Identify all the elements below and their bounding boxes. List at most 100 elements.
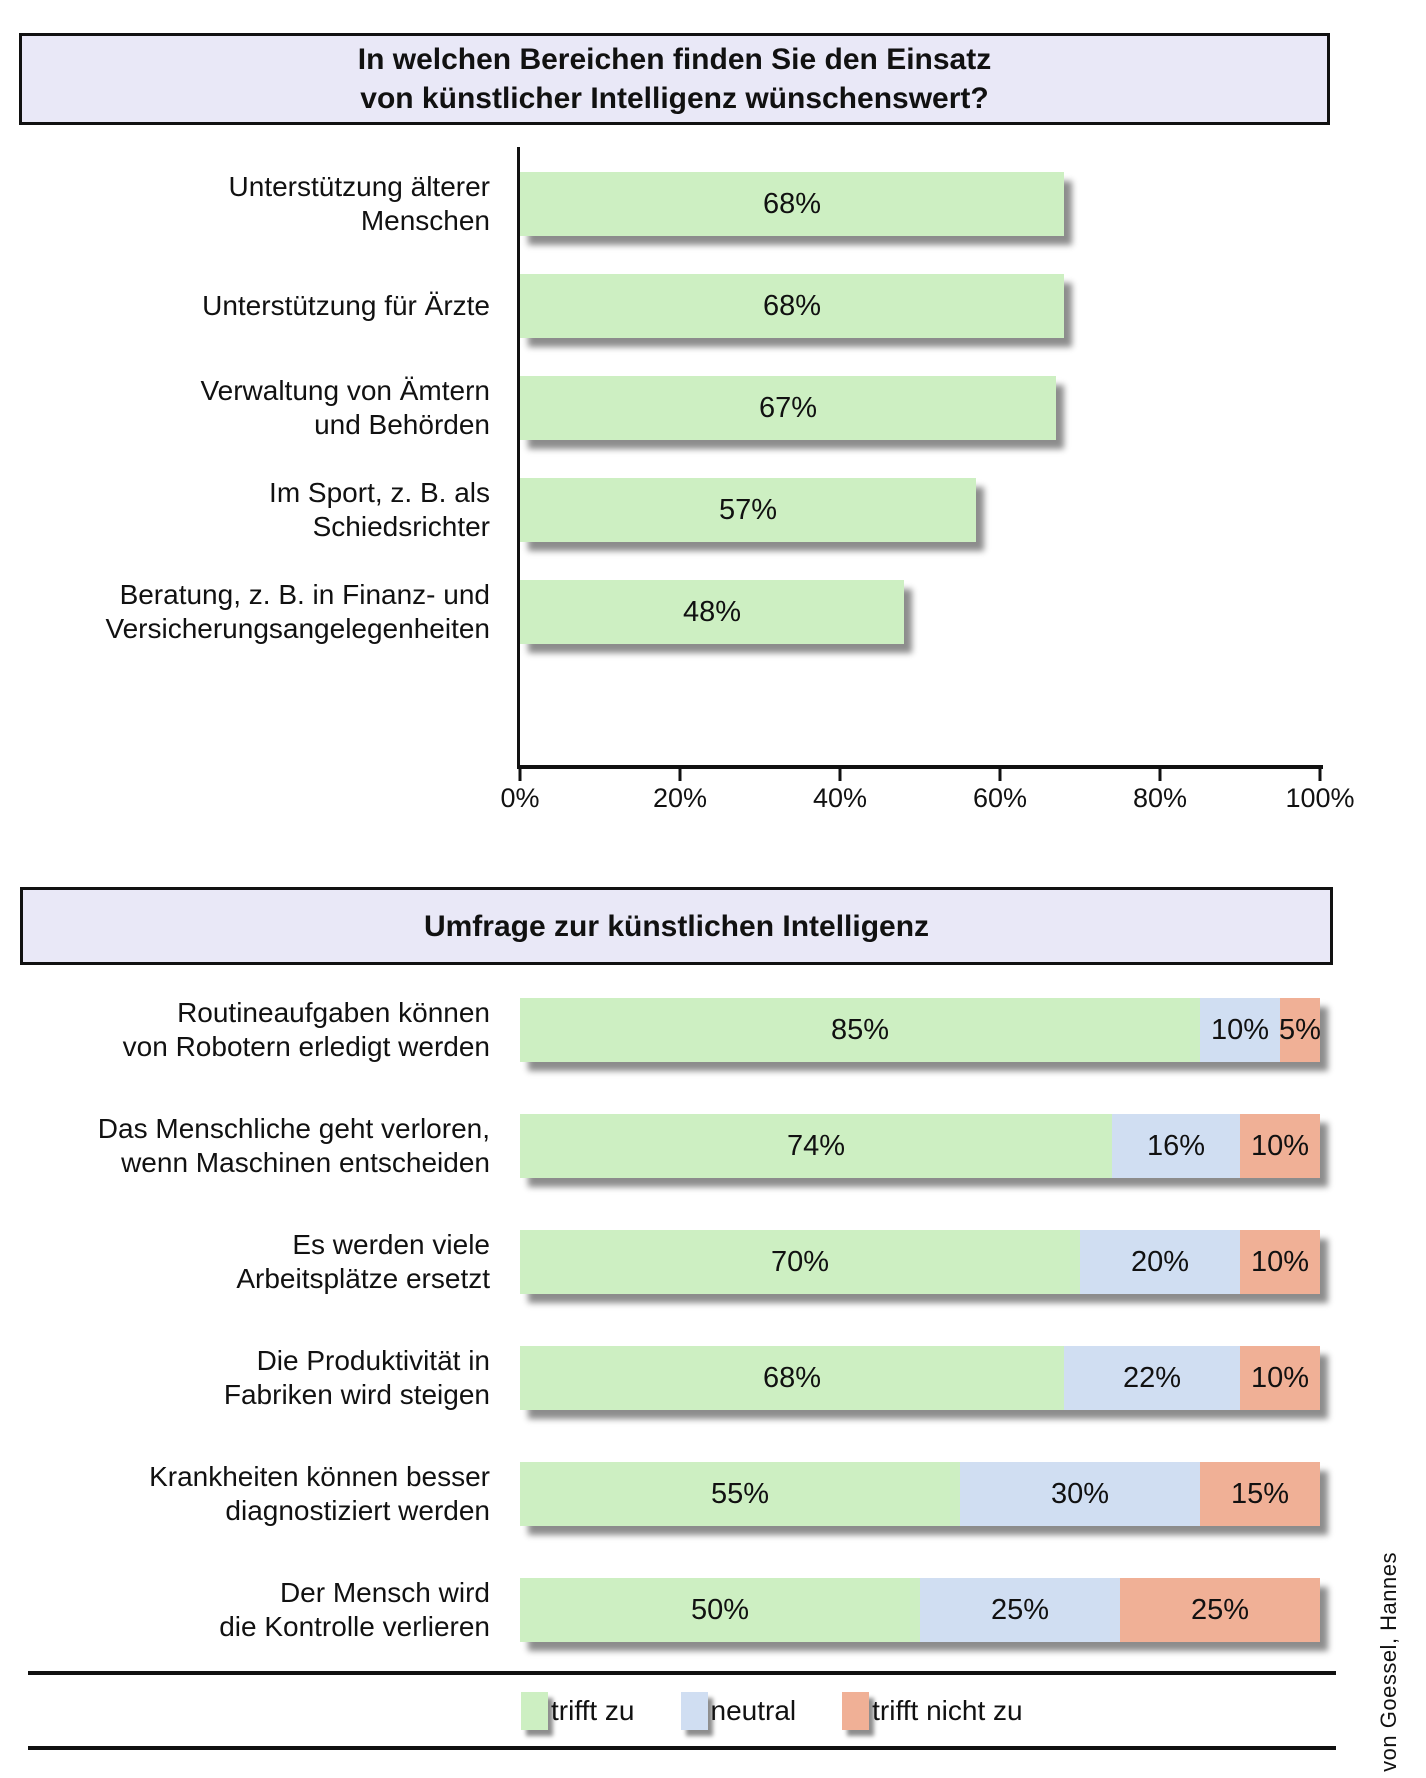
chart1-row: Beratung, z. B. in Finanz- und Versicher… (0, 578, 1426, 645)
bar-label-line2: diagnostiziert werden (225, 1495, 490, 1526)
axis-tick-label: 20% (652, 783, 708, 813)
legend-swatch-neutral (680, 1691, 708, 1730)
axis-tick (998, 769, 1002, 781)
bar-label-line1: Im Sport, z. B. als (269, 477, 490, 509)
segment-agree: 68% (520, 1346, 1064, 1410)
bar-label-line2: Fabriken wird steigen (223, 1379, 490, 1410)
bar-label: Beratung, z. B. in Finanz- und Versicher… (0, 578, 506, 645)
segment-value-label: 25% (1190, 1593, 1250, 1626)
bar-label-line1: Der Mensch wird (279, 1577, 490, 1609)
legend-item-agree: trifft zu (521, 1691, 635, 1730)
legend-item-disagree: trifft nicht zu (842, 1691, 1023, 1730)
legend-separator-bottom (28, 1746, 1336, 1750)
chart1-x-axis-labels: 0% 20% 40% 60% 80% 100% (500, 781, 1354, 815)
segment-value-label: 85% (830, 1013, 890, 1046)
chart1-x-axis-line (517, 765, 1323, 769)
segment-value-label: 16% (1146, 1129, 1206, 1162)
segment-neutral: 20% (1080, 1230, 1240, 1294)
segment-value-label: 15% (1230, 1477, 1290, 1510)
bar-label: Routineaufgaben können von Robotern erle… (0, 996, 506, 1063)
bar-label: Verwaltung von Ämtern und Behörden (0, 374, 506, 441)
chart2-row: Der Mensch wird die Kontrolle verlieren … (0, 1576, 1426, 1643)
segment-value-label: 22% (1122, 1361, 1182, 1394)
bar: 48% (520, 580, 904, 644)
bar-label-line1: Verwaltung von Ämtern (200, 375, 491, 407)
segment-value-label: 10% (1250, 1361, 1310, 1394)
bar-value-label: 67% (758, 391, 818, 424)
chart1-row: Verwaltung von Ämtern und Behörden 67% (0, 374, 1426, 441)
chart2-row: Die Produktivität in Fabriken wird steig… (0, 1345, 1426, 1410)
segment-agree: 50% (520, 1578, 920, 1642)
bar-label-line1: Die Produktivität in (256, 1345, 490, 1377)
bar-label-line2: und Behörden (314, 409, 490, 440)
segment-disagree: 10% (1240, 1346, 1320, 1410)
segment-value-label: 68% (762, 1361, 822, 1394)
bar-label-line2: Schiedsrichter (312, 511, 490, 542)
bar: 68% (520, 274, 1064, 338)
chart1-bars: Unterstützung älterer Menschen 68% Unter… (0, 147, 1426, 644)
axis-tick-label: 0% (500, 783, 540, 813)
axis-tick (518, 769, 522, 781)
bar-label-line1: Unterstützung älterer (228, 171, 490, 203)
bar-label-line2: Versicherungsangelegenheiten (105, 613, 490, 644)
bar-label: Es werden viele Arbeitsplätze ersetzt (0, 1228, 506, 1295)
bar-label-line2: wenn Maschinen entscheiden (121, 1147, 490, 1178)
segment-disagree: 10% (1240, 1230, 1320, 1294)
axis-tick (1318, 769, 1322, 781)
bar-label-line2: Menschen (360, 205, 490, 236)
stacked-bar: 50% 25% 25% (520, 1578, 1320, 1642)
axis-tick-label: 100% (1285, 783, 1355, 813)
legend-label: trifft nicht zu (872, 1694, 1023, 1726)
bar-zone: 57% (520, 478, 1320, 542)
chart1-row: Unterstützung älterer Menschen 68% (0, 171, 1426, 236)
segment-neutral: 10% (1200, 998, 1280, 1062)
segment-agree: 74% (520, 1114, 1112, 1178)
chart2-row: Es werden viele Arbeitsplätze ersetzt 70… (0, 1228, 1426, 1295)
chart2-row: Routineaufgaben können von Robotern erle… (0, 996, 1426, 1063)
stacked-bar: 74% 16% 10% (520, 1114, 1320, 1178)
segment-disagree: 15% (1200, 1462, 1320, 1526)
segment-disagree: 5% (1279, 998, 1321, 1062)
chart1-x-axis-ticks (518, 769, 1322, 781)
legend-swatch-agree (521, 1691, 548, 1730)
legend-label: neutral (710, 1694, 797, 1726)
segment-value-label: 20% (1130, 1245, 1190, 1278)
bar-label: Der Mensch wird die Kontrolle verlieren (0, 1576, 506, 1643)
stacked-bar: 85% 10% 5% (520, 998, 1321, 1062)
segment-value-label: 25% (990, 1593, 1050, 1626)
bar-value-label: 68% (762, 187, 822, 220)
segment-value-label: 10% (1210, 1013, 1270, 1046)
bar-label: Unterstützung für Ärzte (0, 289, 506, 323)
bar-label: Im Sport, z. B. als Schiedsrichter (0, 476, 506, 543)
legend-label: trifft zu (551, 1694, 635, 1726)
segment-value-label: 30% (1050, 1477, 1110, 1510)
bar-label-line1: Das Menschliche geht verloren, (97, 1113, 490, 1145)
chart2-ai-survey: Routineaufgaben können von Robotern erle… (0, 996, 1426, 1694)
bar-label-line1: Unterstützung für Ärzte (202, 290, 490, 322)
stacked-bar: 70% 20% 10% (520, 1230, 1320, 1294)
bar: 68% (520, 172, 1064, 236)
axis-tick-label: 60% (972, 783, 1028, 813)
bar-value-label: 48% (682, 595, 742, 628)
bar-zone: 48% (520, 580, 1320, 644)
legend-swatch-disagree (842, 1691, 870, 1730)
attribution-text: von Goessel, Hannes (1376, 1552, 1401, 1772)
bar-value-label: 68% (762, 289, 822, 322)
segment-agree: 70% (520, 1230, 1080, 1294)
axis-tick-label: 80% (1132, 783, 1188, 813)
bar-label-line1: Krankheiten können besser (149, 1461, 490, 1493)
legend-item-neutral: neutral (680, 1691, 797, 1730)
chart2-legend: trifft zu neutral trifft nicht zu (0, 1679, 1426, 1742)
segment-disagree: 10% (1240, 1114, 1320, 1178)
chart2-title: Umfrage zur künstlichen Intelligenz (23, 890, 1330, 962)
segment-neutral: 16% (1112, 1114, 1240, 1178)
bar-zone: 68% (520, 274, 1320, 338)
segment-agree: 85% (520, 998, 1200, 1062)
segment-neutral: 22% (1064, 1346, 1240, 1410)
chart1-row: Unterstützung für Ärzte 68% (0, 274, 1426, 338)
axis-tick-label: 40% (812, 783, 868, 813)
legend-separator-top (28, 1671, 1336, 1675)
segment-value-label: 5% (1279, 1013, 1321, 1046)
bar-label-line2: von Robotern erledigt werden (122, 1031, 490, 1062)
